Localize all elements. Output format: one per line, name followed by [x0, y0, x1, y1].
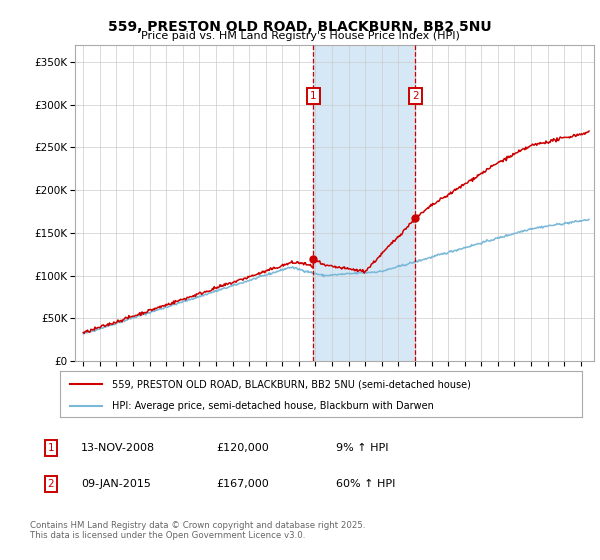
Text: 2: 2 [412, 91, 419, 101]
Text: 60% ↑ HPI: 60% ↑ HPI [336, 479, 395, 489]
Text: Price paid vs. HM Land Registry's House Price Index (HPI): Price paid vs. HM Land Registry's House … [140, 31, 460, 41]
Text: This data is licensed under the Open Government Licence v3.0.: This data is licensed under the Open Gov… [30, 531, 305, 540]
Text: 9% ↑ HPI: 9% ↑ HPI [336, 443, 389, 453]
Text: 13-NOV-2008: 13-NOV-2008 [81, 443, 155, 453]
Text: 559, PRESTON OLD ROAD, BLACKBURN, BB2 5NU: 559, PRESTON OLD ROAD, BLACKBURN, BB2 5N… [108, 20, 492, 34]
Text: Contains HM Land Registry data © Crown copyright and database right 2025.: Contains HM Land Registry data © Crown c… [30, 521, 365, 530]
Text: 09-JAN-2015: 09-JAN-2015 [81, 479, 151, 489]
Text: 1: 1 [47, 443, 55, 453]
Text: £120,000: £120,000 [216, 443, 269, 453]
Text: 2: 2 [47, 479, 55, 489]
Text: 559, PRESTON OLD ROAD, BLACKBURN, BB2 5NU (semi-detached house): 559, PRESTON OLD ROAD, BLACKBURN, BB2 5N… [112, 379, 471, 389]
Text: HPI: Average price, semi-detached house, Blackburn with Darwen: HPI: Average price, semi-detached house,… [112, 401, 434, 410]
Text: 1: 1 [310, 91, 317, 101]
Text: £167,000: £167,000 [216, 479, 269, 489]
Bar [313, 45, 415, 361]
